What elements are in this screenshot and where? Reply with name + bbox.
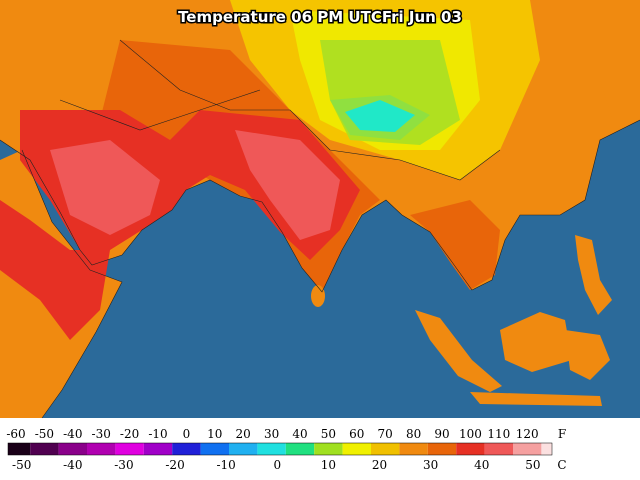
- color-legend: F C -60 -50 -40 -30 -20 -10 0 10 20 30 40 50 60 70 80 9…: [6, 427, 566, 472]
- color-band: [456, 443, 485, 455]
- color-band: [399, 443, 428, 455]
- f-tick-label: -20: [120, 427, 139, 441]
- f-tick-label: -60: [6, 427, 25, 441]
- color-band: [342, 443, 371, 455]
- f-tick-label: 70: [378, 427, 393, 441]
- f-tick-label: 60: [349, 427, 364, 441]
- map: [0, 0, 640, 419]
- map-title: Temperature 06 PM UTCFri Jun 03: [178, 8, 462, 26]
- color-band: [172, 443, 201, 455]
- f-tick-label: 40: [292, 427, 307, 441]
- color-band: [143, 443, 173, 455]
- f-tick-label: -50: [35, 427, 54, 441]
- c-tick-label: 40: [474, 458, 489, 472]
- f-tick-label: 20: [236, 427, 251, 441]
- color-band: [200, 443, 229, 455]
- f-tick-label: 0: [183, 427, 191, 441]
- color-band: [30, 443, 59, 455]
- color-band: [541, 443, 552, 455]
- unit-label: C: [557, 458, 566, 472]
- f-tick-label: 80: [406, 427, 421, 441]
- c-tick-label: 0: [273, 458, 281, 472]
- f-tick-label: -40: [63, 427, 82, 441]
- color-band: [484, 443, 513, 455]
- color-band: [257, 443, 286, 455]
- c-tick-label: -40: [63, 458, 82, 472]
- f-tick-label: -10: [148, 427, 167, 441]
- f-tick-label: 120: [516, 427, 539, 441]
- c-tick-label: 20: [372, 458, 387, 472]
- f-tick-label: -30: [92, 427, 111, 441]
- color-bar-frame: [7, 442, 553, 456]
- c-tick-label: 50: [525, 458, 540, 472]
- f-tick-label: 100: [459, 427, 482, 441]
- color-band: [8, 443, 31, 455]
- color-band: [87, 443, 116, 455]
- color-band: [115, 443, 144, 455]
- f-tick-label: 90: [434, 427, 449, 441]
- c-tick-label: -50: [12, 458, 31, 472]
- c-tick-label: -20: [165, 458, 184, 472]
- color-band: [314, 443, 343, 455]
- f-tick-label: 10: [207, 427, 222, 441]
- c-tick-label: -30: [114, 458, 133, 472]
- c-tick-label: 30: [423, 458, 438, 472]
- f-tick-label: 50: [321, 427, 336, 441]
- c-tick-label: -10: [216, 458, 235, 472]
- unit-label: F: [558, 427, 566, 441]
- color-band: [427, 443, 457, 455]
- c-tick-label: 10: [321, 458, 336, 472]
- color-band: [229, 443, 258, 455]
- color-band: [371, 443, 400, 455]
- f-tick-label: 110: [487, 427, 510, 441]
- color-band: [58, 443, 87, 455]
- color-band: [513, 443, 542, 455]
- color-band: [285, 443, 315, 455]
- f-tick-label: 30: [264, 427, 279, 441]
